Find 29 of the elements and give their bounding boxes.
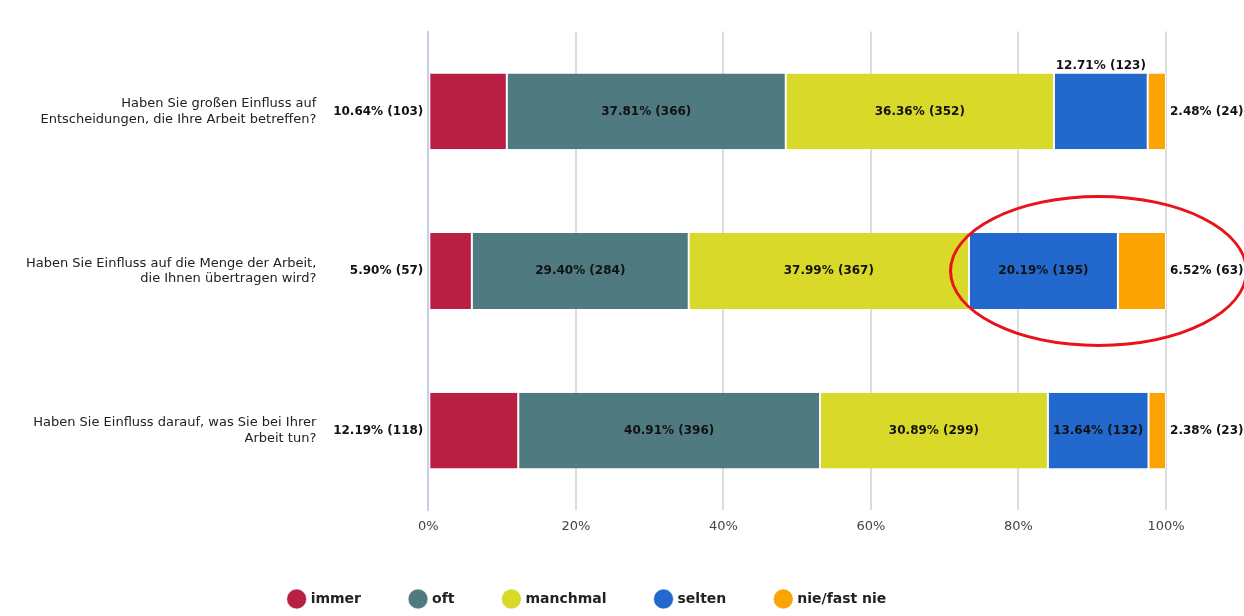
- x-tick-label: 100%: [1147, 517, 1185, 533]
- data-label: 12.19% (118): [333, 422, 424, 437]
- y-tick-label: Haben Sie großen Einfluss auf Entscheidungen, die Ihre Arbeit betreffen?: [40, 94, 317, 126]
- data-label: 6.52% (63): [1170, 263, 1244, 278]
- data-label: 30.89% (299): [888, 422, 980, 437]
- data-label: 20.19% (195): [998, 263, 1089, 278]
- data-label: 29.40% (284): [535, 263, 626, 278]
- x-tick-label: 40%: [708, 517, 738, 533]
- legend-label: nie/fast nie: [797, 589, 887, 606]
- legend-label: selten: [677, 589, 727, 606]
- data-label: 37.99% (367): [783, 263, 874, 278]
- data-label: 40.91% (396): [624, 422, 715, 437]
- data-label: 10.64% (103): [333, 103, 424, 118]
- x-tick-label: 60%: [856, 517, 886, 533]
- x-tick-label: 80%: [1004, 517, 1033, 533]
- x-tick-label: 20%: [561, 517, 591, 533]
- data-label: 13.64% (132): [1053, 422, 1144, 437]
- data-label: 2.48% (24): [1170, 103, 1244, 118]
- y-tick-label: Haben Sie Einfluss darauf, was Sie bei Ihrer Arbeit tun?: [33, 414, 317, 445]
- legend-label: oft: [432, 589, 455, 606]
- x-tick-label: 0%: [418, 517, 439, 533]
- y-tick-label: Haben Sie Einfluss auf die Menge der Arbeit, die Ihnen übertragen wird?: [25, 254, 317, 286]
- data-label: 36.36% (352): [874, 103, 965, 118]
- data-label: 12.71% (123): [1055, 57, 1146, 72]
- data-label: 5.90% (57): [349, 263, 424, 278]
- data-label: 37.81% (366): [601, 103, 692, 118]
- data-label: 2.38% (23): [1170, 422, 1244, 437]
- legend-label: manchmal: [525, 589, 607, 606]
- legend-label: immer: [310, 589, 362, 606]
